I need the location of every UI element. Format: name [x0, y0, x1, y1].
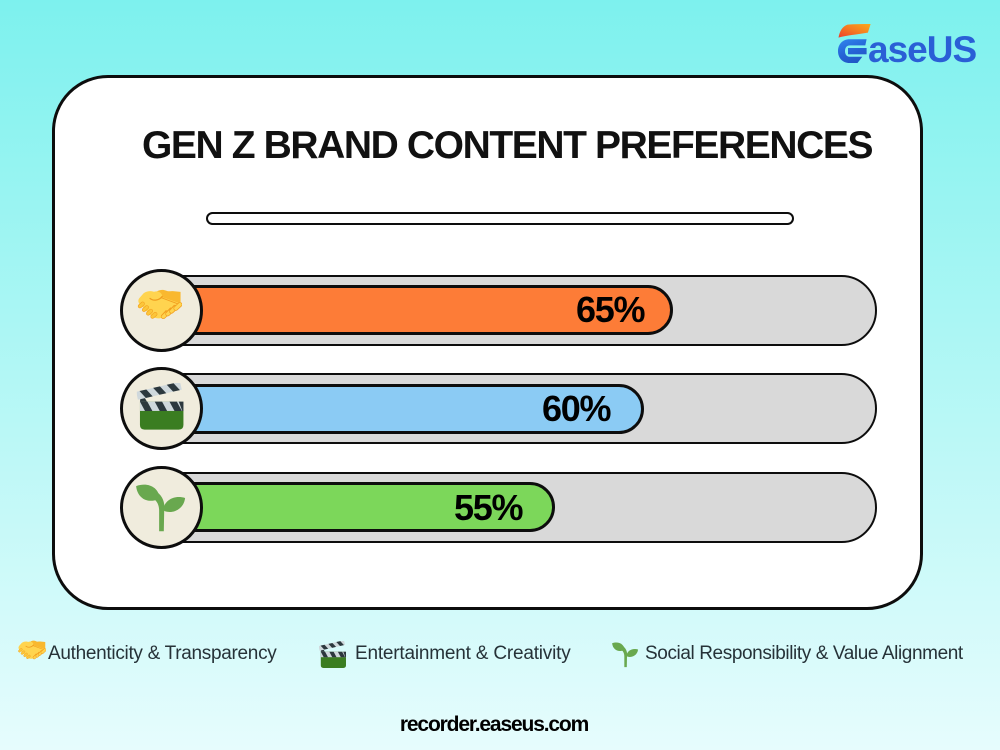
svg-text:aseUS: aseUS — [868, 29, 976, 68]
